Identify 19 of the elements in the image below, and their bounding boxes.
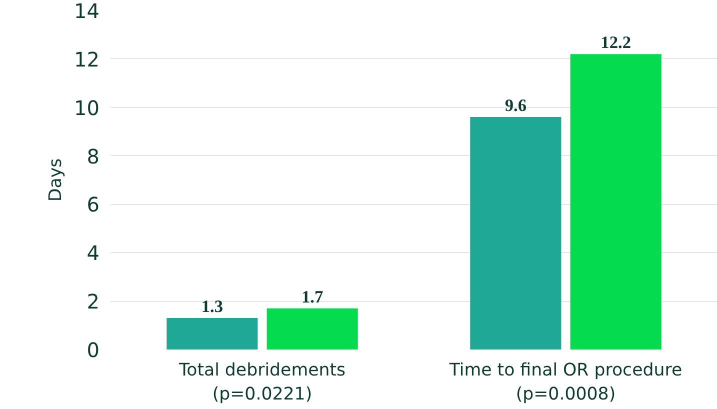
x-tick-label: Time to final OR procedure (p=0.0008): [448, 360, 682, 404]
y-tick-label: 10: [74, 96, 100, 120]
x-tick-label: Total debridements (p=0.0221): [178, 360, 346, 404]
y-axis-title: Days: [46, 158, 66, 202]
y-tick-label: 6: [86, 192, 100, 217]
data-label: 1.7: [301, 287, 324, 306]
y-tick-label: 14: [74, 0, 100, 23]
bar: [266, 308, 358, 350]
y-tick-label: 8: [86, 144, 100, 168]
y-tick-label: 12: [74, 47, 100, 72]
data-label: 9.6: [504, 96, 527, 116]
bar: [570, 54, 662, 350]
bar: [166, 318, 258, 350]
y-tick-label: 4: [86, 241, 100, 266]
data-label: 12.2: [600, 33, 631, 52]
y-tick-label: 0: [86, 338, 100, 362]
data-label: 1.3: [201, 297, 224, 316]
y-tick-label: 2: [86, 290, 100, 314]
bar: [470, 117, 562, 350]
